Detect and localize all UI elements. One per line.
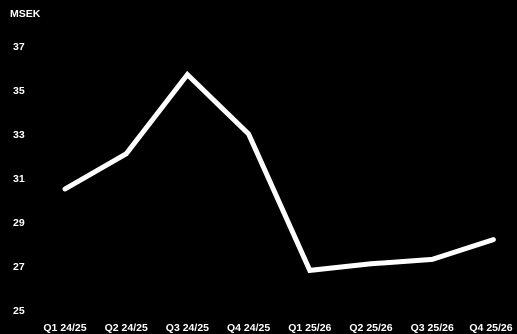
- data-point: [307, 268, 312, 273]
- x-tick-label: Q4 24/25: [227, 322, 270, 334]
- data-point: [491, 237, 496, 242]
- y-tick-label: 31: [13, 173, 25, 185]
- series-line: [62, 70, 496, 274]
- data-point: [430, 257, 435, 262]
- y-tick-label: 27: [13, 261, 25, 273]
- x-tick-label: Q3 25/26: [411, 322, 454, 334]
- y-tick-label: 37: [13, 41, 25, 53]
- x-axis-ticks: Q1 24/25 Q2 24/25 Q3 24/25 Q4 24/25 Q1 25/26…: [43, 322, 512, 334]
- x-tick-label: Q1 25/26: [288, 322, 331, 334]
- data-point: [63, 187, 67, 191]
- x-tick-label: Q3 24/25: [166, 322, 209, 334]
- x-tick-label: Q2 25/26: [349, 322, 392, 334]
- data-point: [185, 72, 190, 77]
- y-axis-ticks: 25 27 29 31 33 35 37: [13, 41, 25, 317]
- x-tick-label: Q1 24/25: [43, 322, 86, 334]
- y-tick-label: 35: [13, 85, 25, 97]
- series-group: [62, 70, 496, 274]
- x-tick-label: Q4 25/26: [469, 322, 512, 334]
- y-tick-label: 25: [13, 305, 25, 317]
- y-axis-unit-label: MSEK: [10, 8, 41, 20]
- data-point: [246, 132, 251, 136]
- data-point: [369, 261, 373, 266]
- data-point: [124, 151, 129, 156]
- y-tick-label: 33: [13, 129, 25, 141]
- y-tick-label: 29: [13, 217, 25, 229]
- x-tick-label: Q2 24/25: [105, 322, 148, 334]
